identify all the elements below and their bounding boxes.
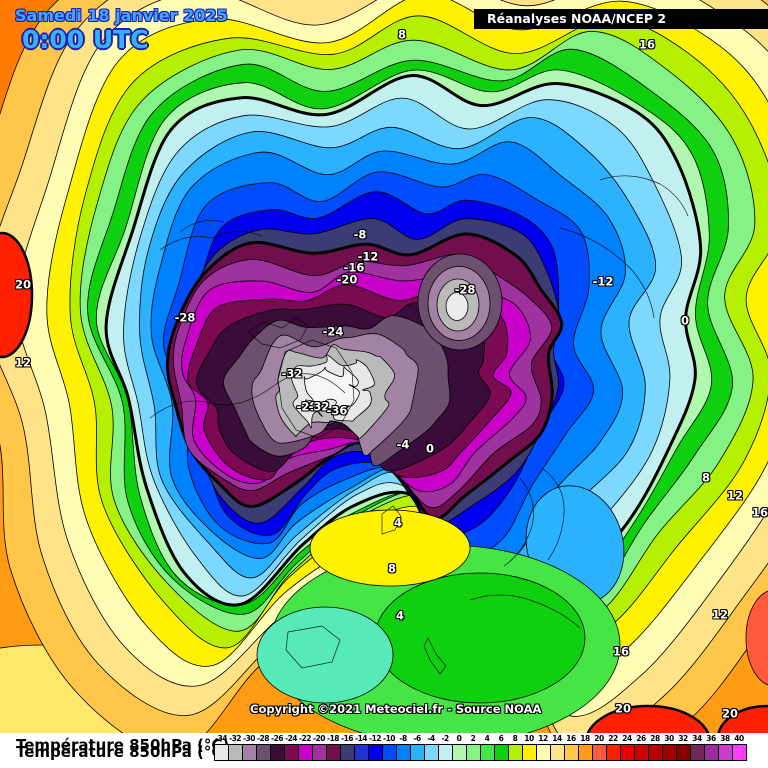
copyright-text: Copyright ©2021 Meteociel.fr - Source NO… — [250, 702, 542, 716]
scale-tick: 26 — [636, 734, 646, 743]
scale-tick: -34 — [214, 734, 228, 743]
scale-cell — [368, 745, 382, 760]
legend-title-ghost: Température 850hPa (°C) — [16, 743, 230, 761]
scale-tick: 22 — [608, 734, 618, 743]
scale-cell — [298, 745, 312, 760]
scale-tick: 38 — [720, 734, 730, 743]
scale-cell — [508, 745, 522, 760]
map-time-label: 0:00 UTC — [22, 25, 149, 54]
scale-cell — [410, 745, 424, 760]
scale-tick: 4 — [484, 734, 490, 743]
scale-tick: 18 — [580, 734, 590, 743]
legend-strip: Température 850hPa (°C) Température 850h… — [0, 733, 768, 768]
scale-tick: 12 — [538, 734, 548, 743]
scale-cell — [340, 745, 354, 760]
scale-cell — [480, 745, 494, 760]
scale-tick: -28 — [256, 734, 270, 743]
scale-cell — [634, 745, 648, 760]
temperature-field-svg — [0, 0, 768, 733]
scale-cell — [662, 745, 676, 760]
scale-cells — [214, 744, 747, 761]
scale-cell — [564, 745, 578, 760]
scale-tick: 24 — [622, 734, 632, 743]
scale-ticks: -34 -32 -30 -28 -26 -24 -22 -20 -18 -16 -14 -12 -10-… — [214, 734, 747, 743]
scale-tick: 40 — [734, 734, 744, 743]
scale-cell — [550, 745, 564, 760]
scale-cell — [312, 745, 326, 760]
scale-cell — [606, 745, 620, 760]
scale-cell — [215, 745, 228, 760]
scale-tick: -6 — [413, 734, 421, 743]
scale-tick: 8 — [512, 734, 518, 743]
scale-cell — [536, 745, 550, 760]
scale-cell — [648, 745, 662, 760]
scale-cell — [620, 745, 634, 760]
scale-tick: 14 — [552, 734, 562, 743]
scale-cell — [466, 745, 480, 760]
scale-tick: 30 — [664, 734, 674, 743]
scale-tick: -20 — [312, 734, 326, 743]
scale-tick: -2 — [441, 734, 449, 743]
scale-tick: 28 — [650, 734, 660, 743]
scale-cell — [732, 745, 746, 760]
scale-tick: 10 — [524, 734, 534, 743]
scale-cell — [242, 745, 256, 760]
scale-cell — [228, 745, 242, 760]
scale-tick: 32 — [678, 734, 688, 743]
scale-cell — [676, 745, 690, 760]
scale-tick: 2 — [470, 734, 476, 743]
scale-cell — [690, 745, 704, 760]
scale-cell — [592, 745, 606, 760]
scale-tick: -14 — [354, 734, 368, 743]
scale-cell — [438, 745, 452, 760]
scale-tick: 0 — [456, 734, 462, 743]
scale-cell — [494, 745, 508, 760]
scale-tick: -30 — [242, 734, 256, 743]
scale-cell — [578, 745, 592, 760]
scale-tick: -16 — [340, 734, 354, 743]
scale-tick: -32 — [228, 734, 242, 743]
scale-tick: -10 — [382, 734, 396, 743]
map-canvas — [0, 0, 768, 733]
scale-cell — [452, 745, 466, 760]
scale-tick: -4 — [427, 734, 435, 743]
map-date-label: Samedi 18 janvier 2025 — [15, 6, 228, 25]
scale-tick: 34 — [692, 734, 702, 743]
scale-cell — [326, 745, 340, 760]
scale-tick: -26 — [270, 734, 284, 743]
scale-cell — [256, 745, 270, 760]
scale-tick: -12 — [368, 734, 382, 743]
color-scale: -34 -32 -30 -28 -26 -24 -22 -20 -18 -16 -14 -12 -10-… — [214, 734, 747, 761]
scale-cell — [382, 745, 396, 760]
legend-title: Température 850hPa (°C) — [16, 736, 230, 754]
scale-tick: 6 — [498, 734, 504, 743]
scale-cell — [704, 745, 718, 760]
scale-cell — [284, 745, 298, 760]
scale-cell — [424, 745, 438, 760]
scale-cell — [270, 745, 284, 760]
scale-tick: 16 — [566, 734, 576, 743]
scale-tick: -24 — [284, 734, 298, 743]
scale-tick: 20 — [594, 734, 604, 743]
scale-tick: -8 — [399, 734, 407, 743]
scale-cell — [396, 745, 410, 760]
source-banner: Réanalyses NOAA/NCEP 2 — [474, 9, 768, 29]
scale-cell — [522, 745, 536, 760]
scale-tick: -18 — [326, 734, 340, 743]
scale-cell — [354, 745, 368, 760]
scale-cell — [718, 745, 732, 760]
scale-tick: 36 — [706, 734, 716, 743]
scale-tick: -22 — [298, 734, 312, 743]
